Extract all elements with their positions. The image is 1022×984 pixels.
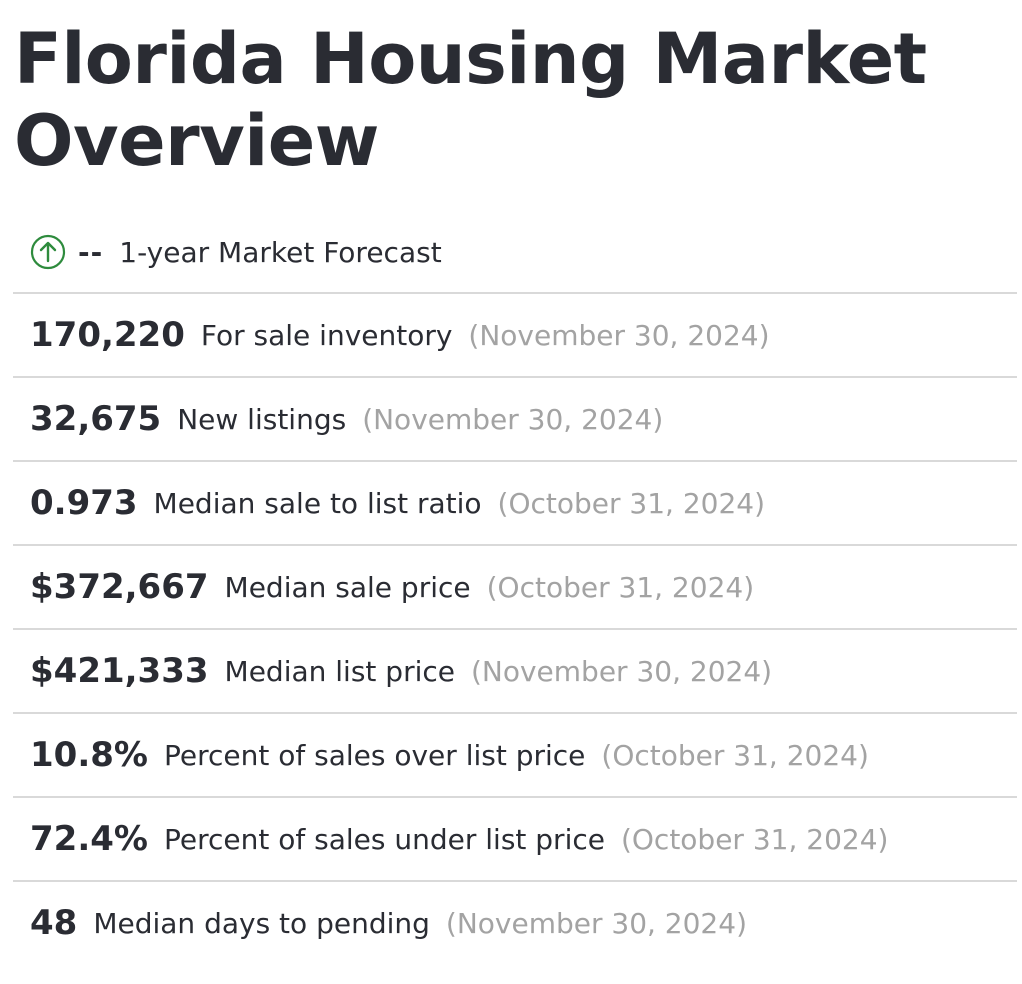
stat-date: (October 31, 2024) — [497, 486, 766, 520]
arrow-up-circle-icon — [30, 234, 66, 270]
stat-value: 170,220 — [30, 315, 185, 355]
stat-label: Median sale to list ratio — [153, 486, 482, 520]
page-title: Florida Housing Market Overview — [14, 18, 927, 182]
stat-date: (November 30, 2024) — [445, 906, 747, 940]
stat-date: (November 30, 2024) — [470, 654, 773, 688]
stat-date: (October 31, 2024) — [601, 738, 869, 772]
forecast-label: 1-year Market Forecast — [119, 235, 442, 269]
market-forecast-row: -- 1-year Market Forecast — [30, 230, 990, 274]
stat-row-sales-over-list: 10.8% Percent of sales over list price (… — [30, 714, 1010, 796]
stat-value: $372,667 — [30, 567, 209, 607]
stat-label: Median list price — [224, 654, 455, 688]
stat-row-new-listings: 32,675 New listings (November 30, 2024) — [30, 378, 1010, 460]
stat-value: 0.973 — [30, 483, 138, 523]
forecast-value: -- — [78, 235, 104, 269]
stat-row-for-sale-inventory: 170,220 For sale inventory (November 30,… — [30, 294, 1010, 376]
divider — [13, 796, 1017, 798]
stat-label: Percent of sales under list price — [163, 822, 605, 856]
stat-label: Median days to pending — [93, 906, 430, 940]
stat-value: 48 — [30, 903, 78, 943]
stat-label: Median sale price — [224, 570, 471, 604]
stat-date: (November 30, 2024) — [468, 318, 770, 352]
divider — [13, 712, 1017, 714]
stat-date: (October 31, 2024) — [486, 570, 755, 604]
divider — [13, 628, 1017, 630]
divider — [13, 376, 1017, 378]
stat-value: $421,333 — [30, 651, 209, 691]
stat-value: 10.8% — [30, 735, 148, 775]
stat-date: (November 30, 2024) — [362, 402, 664, 436]
divider — [13, 292, 1017, 294]
stat-label: For sale inventory — [200, 318, 453, 352]
divider — [13, 544, 1017, 546]
stat-row-sales-under-list: 72.4% Percent of sales under list price … — [30, 798, 1010, 880]
divider — [13, 460, 1017, 462]
stat-row-sale-to-list-ratio: 0.973 Median sale to list ratio (October… — [30, 462, 1010, 544]
stat-value: 32,675 — [30, 399, 162, 439]
stat-label: New listings — [177, 402, 347, 436]
stat-row-days-to-pending: 48 Median days to pending (November 30, … — [30, 882, 1010, 964]
stat-label: Percent of sales over list price — [163, 738, 586, 772]
stat-row-median-sale-price: $372,667 Median sale price (October 31, … — [30, 546, 1010, 628]
stat-value: 72.4% — [30, 819, 148, 859]
stat-date: (October 31, 2024) — [620, 822, 889, 856]
divider — [13, 880, 1017, 882]
stat-row-median-list-price: $421,333 Median list price (November 30,… — [30, 630, 1010, 712]
